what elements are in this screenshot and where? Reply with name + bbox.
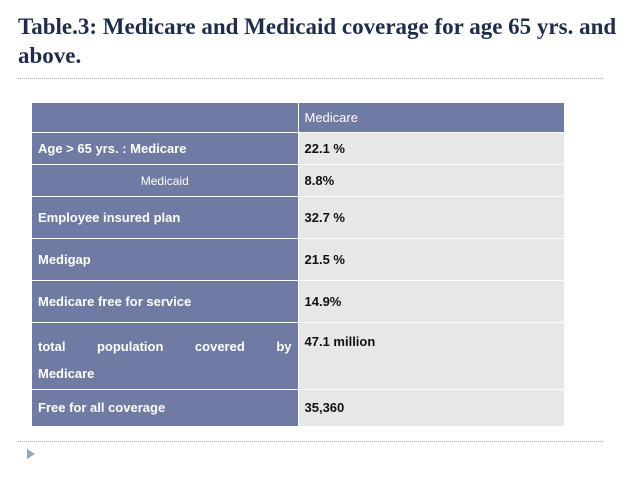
row-label-multiline: total population covered by Medicare bbox=[31, 322, 299, 390]
row-label: Free for all coverage bbox=[31, 389, 299, 427]
row-value: 8.8% bbox=[297, 164, 565, 197]
title-divider bbox=[18, 78, 603, 79]
column-header-medicare: Medicare bbox=[297, 102, 565, 133]
row-value: 22.1 % bbox=[297, 132, 565, 165]
coverage-table: Medicare Age > 65 yrs. : Medicare 22.1 %… bbox=[31, 102, 565, 427]
row-value: 14.9% bbox=[297, 280, 565, 323]
row-label-line2: Medicare bbox=[38, 366, 95, 381]
table-row: total population covered by Medicare 47.… bbox=[31, 322, 565, 390]
row-label-line1: total population covered by bbox=[38, 339, 292, 354]
table-row: Medigap 21.5 % bbox=[31, 238, 565, 281]
row-label: Medicare free for service bbox=[31, 280, 299, 323]
bottom-divider bbox=[18, 441, 603, 442]
table-row: Free for all coverage 35,360 bbox=[31, 389, 565, 427]
table-row: Medicaid 8.8% bbox=[31, 164, 565, 197]
row-value: 47.1 million bbox=[297, 322, 565, 390]
table-row: Employee insured plan 32.7 % bbox=[31, 196, 565, 239]
row-label: Age > 65 yrs. : Medicare bbox=[31, 132, 299, 165]
slide-title: Table.3: Medicare and Medicaid coverage … bbox=[18, 14, 617, 68]
row-value: 32.7 % bbox=[297, 196, 565, 239]
row-label: Employee insured plan bbox=[31, 196, 299, 239]
table-row: Medicare free for service 14.9% bbox=[31, 280, 565, 323]
header-blank-cell bbox=[31, 102, 299, 133]
row-value: 21.5 % bbox=[297, 238, 565, 281]
row-label: Medicaid bbox=[31, 164, 299, 197]
bullet-arrow-icon bbox=[27, 449, 35, 459]
table-row: Age > 65 yrs. : Medicare 22.1 % bbox=[31, 132, 565, 165]
row-value: 35,360 bbox=[297, 389, 565, 427]
row-label: Medigap bbox=[31, 238, 299, 281]
table-header-row: Medicare bbox=[31, 102, 565, 133]
